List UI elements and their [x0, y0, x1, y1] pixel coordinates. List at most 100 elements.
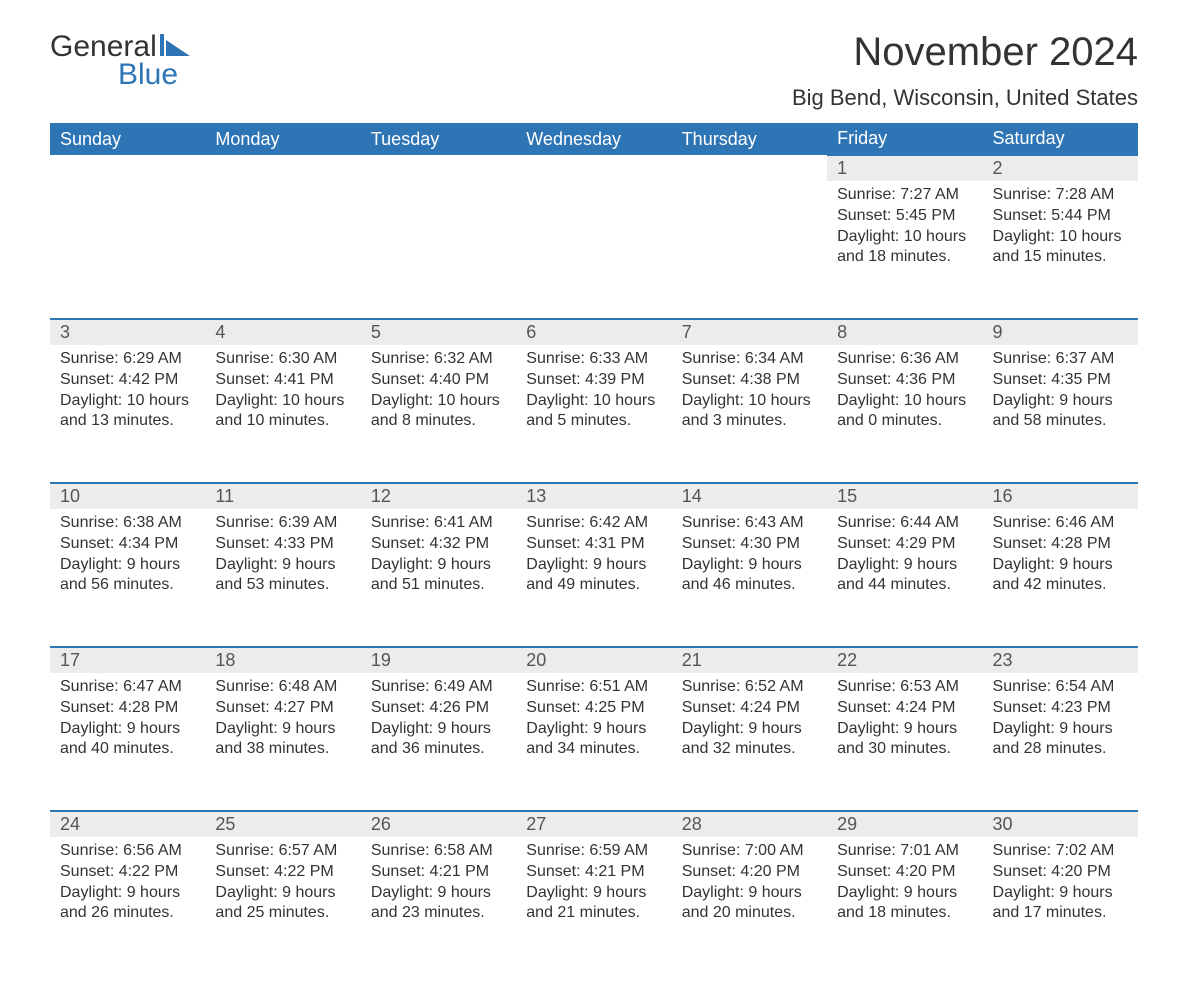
- weekday-header: Saturday: [983, 123, 1138, 155]
- sunset-line: Sunset: 4:32 PM: [371, 534, 506, 555]
- daylight-line1: Daylight: 10 hours: [215, 391, 350, 412]
- day-number: 11: [205, 483, 360, 509]
- sunrise-line: Sunrise: 6:59 AM: [526, 841, 661, 862]
- daylight-line2: and 42 minutes.: [993, 575, 1128, 596]
- sunset-line: Sunset: 4:39 PM: [526, 370, 661, 391]
- day-number: 30: [983, 811, 1138, 837]
- day-detail: Sunrise: 7:27 AMSunset: 5:45 PMDaylight:…: [827, 181, 982, 319]
- day-detail: Sunrise: 6:46 AMSunset: 4:28 PMDaylight:…: [983, 509, 1138, 647]
- daylight-line2: and 56 minutes.: [60, 575, 195, 596]
- logo-word2: Blue: [118, 58, 178, 92]
- daylight-line2: and 21 minutes.: [526, 903, 661, 924]
- page-header: General Blue November 2024 Big Bend, Wis…: [50, 30, 1138, 117]
- day-detail: Sunrise: 6:57 AMSunset: 4:22 PMDaylight:…: [205, 837, 360, 975]
- daylight-line2: and 5 minutes.: [526, 411, 661, 432]
- daynum-row: 24252627282930: [50, 811, 1138, 837]
- logo: General Blue: [50, 30, 192, 92]
- day-number: 15: [827, 483, 982, 509]
- daylight-line2: and 25 minutes.: [215, 903, 350, 924]
- daylight-line1: Daylight: 10 hours: [682, 391, 817, 412]
- day-number: 19: [361, 647, 516, 673]
- day-detail: Sunrise: 6:58 AMSunset: 4:21 PMDaylight:…: [361, 837, 516, 975]
- day-number: 27: [516, 811, 671, 837]
- day-detail: Sunrise: 6:37 AMSunset: 4:35 PMDaylight:…: [983, 345, 1138, 483]
- sunrise-line: Sunrise: 6:41 AM: [371, 513, 506, 534]
- sunset-line: Sunset: 4:23 PM: [993, 698, 1128, 719]
- day-number: 12: [361, 483, 516, 509]
- sunrise-line: Sunrise: 6:46 AM: [993, 513, 1128, 534]
- daylight-line2: and 49 minutes.: [526, 575, 661, 596]
- sunrise-line: Sunrise: 6:39 AM: [215, 513, 350, 534]
- day-detail: Sunrise: 6:41 AMSunset: 4:32 PMDaylight:…: [361, 509, 516, 647]
- day-detail: Sunrise: 6:51 AMSunset: 4:25 PMDaylight:…: [516, 673, 671, 811]
- sunset-line: Sunset: 5:44 PM: [993, 206, 1128, 227]
- sunrise-line: Sunrise: 6:30 AM: [215, 349, 350, 370]
- empty-cell: [361, 181, 516, 319]
- day-detail: Sunrise: 6:48 AMSunset: 4:27 PMDaylight:…: [205, 673, 360, 811]
- day-detail: Sunrise: 6:56 AMSunset: 4:22 PMDaylight:…: [50, 837, 205, 975]
- sunset-line: Sunset: 4:22 PM: [215, 862, 350, 883]
- day-detail: Sunrise: 6:44 AMSunset: 4:29 PMDaylight:…: [827, 509, 982, 647]
- daylight-line1: Daylight: 10 hours: [371, 391, 506, 412]
- daynum-row: 12: [50, 155, 1138, 181]
- daylight-line1: Daylight: 9 hours: [993, 883, 1128, 904]
- daylight-line1: Daylight: 10 hours: [837, 391, 972, 412]
- day-detail: Sunrise: 7:02 AMSunset: 4:20 PMDaylight:…: [983, 837, 1138, 975]
- daylight-line1: Daylight: 9 hours: [371, 555, 506, 576]
- sunrise-line: Sunrise: 6:47 AM: [60, 677, 195, 698]
- weekday-header: Wednesday: [516, 123, 671, 155]
- day-detail: Sunrise: 6:42 AMSunset: 4:31 PMDaylight:…: [516, 509, 671, 647]
- sunrise-line: Sunrise: 7:27 AM: [837, 185, 972, 206]
- sunset-line: Sunset: 4:30 PM: [682, 534, 817, 555]
- sunset-line: Sunset: 4:40 PM: [371, 370, 506, 391]
- sunrise-line: Sunrise: 7:00 AM: [682, 841, 817, 862]
- location-subtitle: Big Bend, Wisconsin, United States: [792, 85, 1138, 111]
- daylight-line1: Daylight: 9 hours: [526, 883, 661, 904]
- detail-row: Sunrise: 6:47 AMSunset: 4:28 PMDaylight:…: [50, 673, 1138, 811]
- day-detail: Sunrise: 6:53 AMSunset: 4:24 PMDaylight:…: [827, 673, 982, 811]
- daylight-line1: Daylight: 10 hours: [837, 227, 972, 248]
- daylight-line2: and 30 minutes.: [837, 739, 972, 760]
- daylight-line2: and 18 minutes.: [837, 903, 972, 924]
- day-number: 5: [361, 319, 516, 345]
- daylight-line2: and 3 minutes.: [682, 411, 817, 432]
- daylight-line1: Daylight: 9 hours: [682, 719, 817, 740]
- empty-cell: [50, 181, 205, 319]
- day-detail: Sunrise: 7:28 AMSunset: 5:44 PMDaylight:…: [983, 181, 1138, 319]
- day-detail: Sunrise: 6:34 AMSunset: 4:38 PMDaylight:…: [672, 345, 827, 483]
- day-detail: Sunrise: 6:30 AMSunset: 4:41 PMDaylight:…: [205, 345, 360, 483]
- sunset-line: Sunset: 4:35 PM: [993, 370, 1128, 391]
- sunset-line: Sunset: 4:20 PM: [682, 862, 817, 883]
- daylight-line2: and 23 minutes.: [371, 903, 506, 924]
- daylight-line2: and 36 minutes.: [371, 739, 506, 760]
- detail-row: Sunrise: 6:56 AMSunset: 4:22 PMDaylight:…: [50, 837, 1138, 975]
- sunset-line: Sunset: 4:20 PM: [837, 862, 972, 883]
- month-title: November 2024: [792, 30, 1138, 75]
- sunset-line: Sunset: 4:22 PM: [60, 862, 195, 883]
- day-detail: Sunrise: 7:01 AMSunset: 4:20 PMDaylight:…: [827, 837, 982, 975]
- daylight-line1: Daylight: 9 hours: [837, 719, 972, 740]
- daylight-line2: and 8 minutes.: [371, 411, 506, 432]
- sunset-line: Sunset: 4:41 PM: [215, 370, 350, 391]
- sunset-line: Sunset: 5:45 PM: [837, 206, 972, 227]
- daylight-line1: Daylight: 9 hours: [837, 555, 972, 576]
- empty-cell: [516, 181, 671, 319]
- weekday-header: Monday: [205, 123, 360, 155]
- day-detail: Sunrise: 6:38 AMSunset: 4:34 PMDaylight:…: [50, 509, 205, 647]
- daylight-line2: and 13 minutes.: [60, 411, 195, 432]
- daylight-line1: Daylight: 9 hours: [371, 719, 506, 740]
- daylight-line1: Daylight: 9 hours: [60, 555, 195, 576]
- sunrise-line: Sunrise: 6:43 AM: [682, 513, 817, 534]
- sunset-line: Sunset: 4:24 PM: [682, 698, 817, 719]
- day-number: 24: [50, 811, 205, 837]
- daylight-line1: Daylight: 9 hours: [682, 555, 817, 576]
- daylight-line1: Daylight: 9 hours: [526, 555, 661, 576]
- weekday-header: Tuesday: [361, 123, 516, 155]
- day-number: 7: [672, 319, 827, 345]
- day-number: 6: [516, 319, 671, 345]
- daylight-line2: and 40 minutes.: [60, 739, 195, 760]
- day-number: 3: [50, 319, 205, 345]
- day-detail: Sunrise: 6:33 AMSunset: 4:39 PMDaylight:…: [516, 345, 671, 483]
- sunrise-line: Sunrise: 7:02 AM: [993, 841, 1128, 862]
- empty-cell: [205, 155, 360, 181]
